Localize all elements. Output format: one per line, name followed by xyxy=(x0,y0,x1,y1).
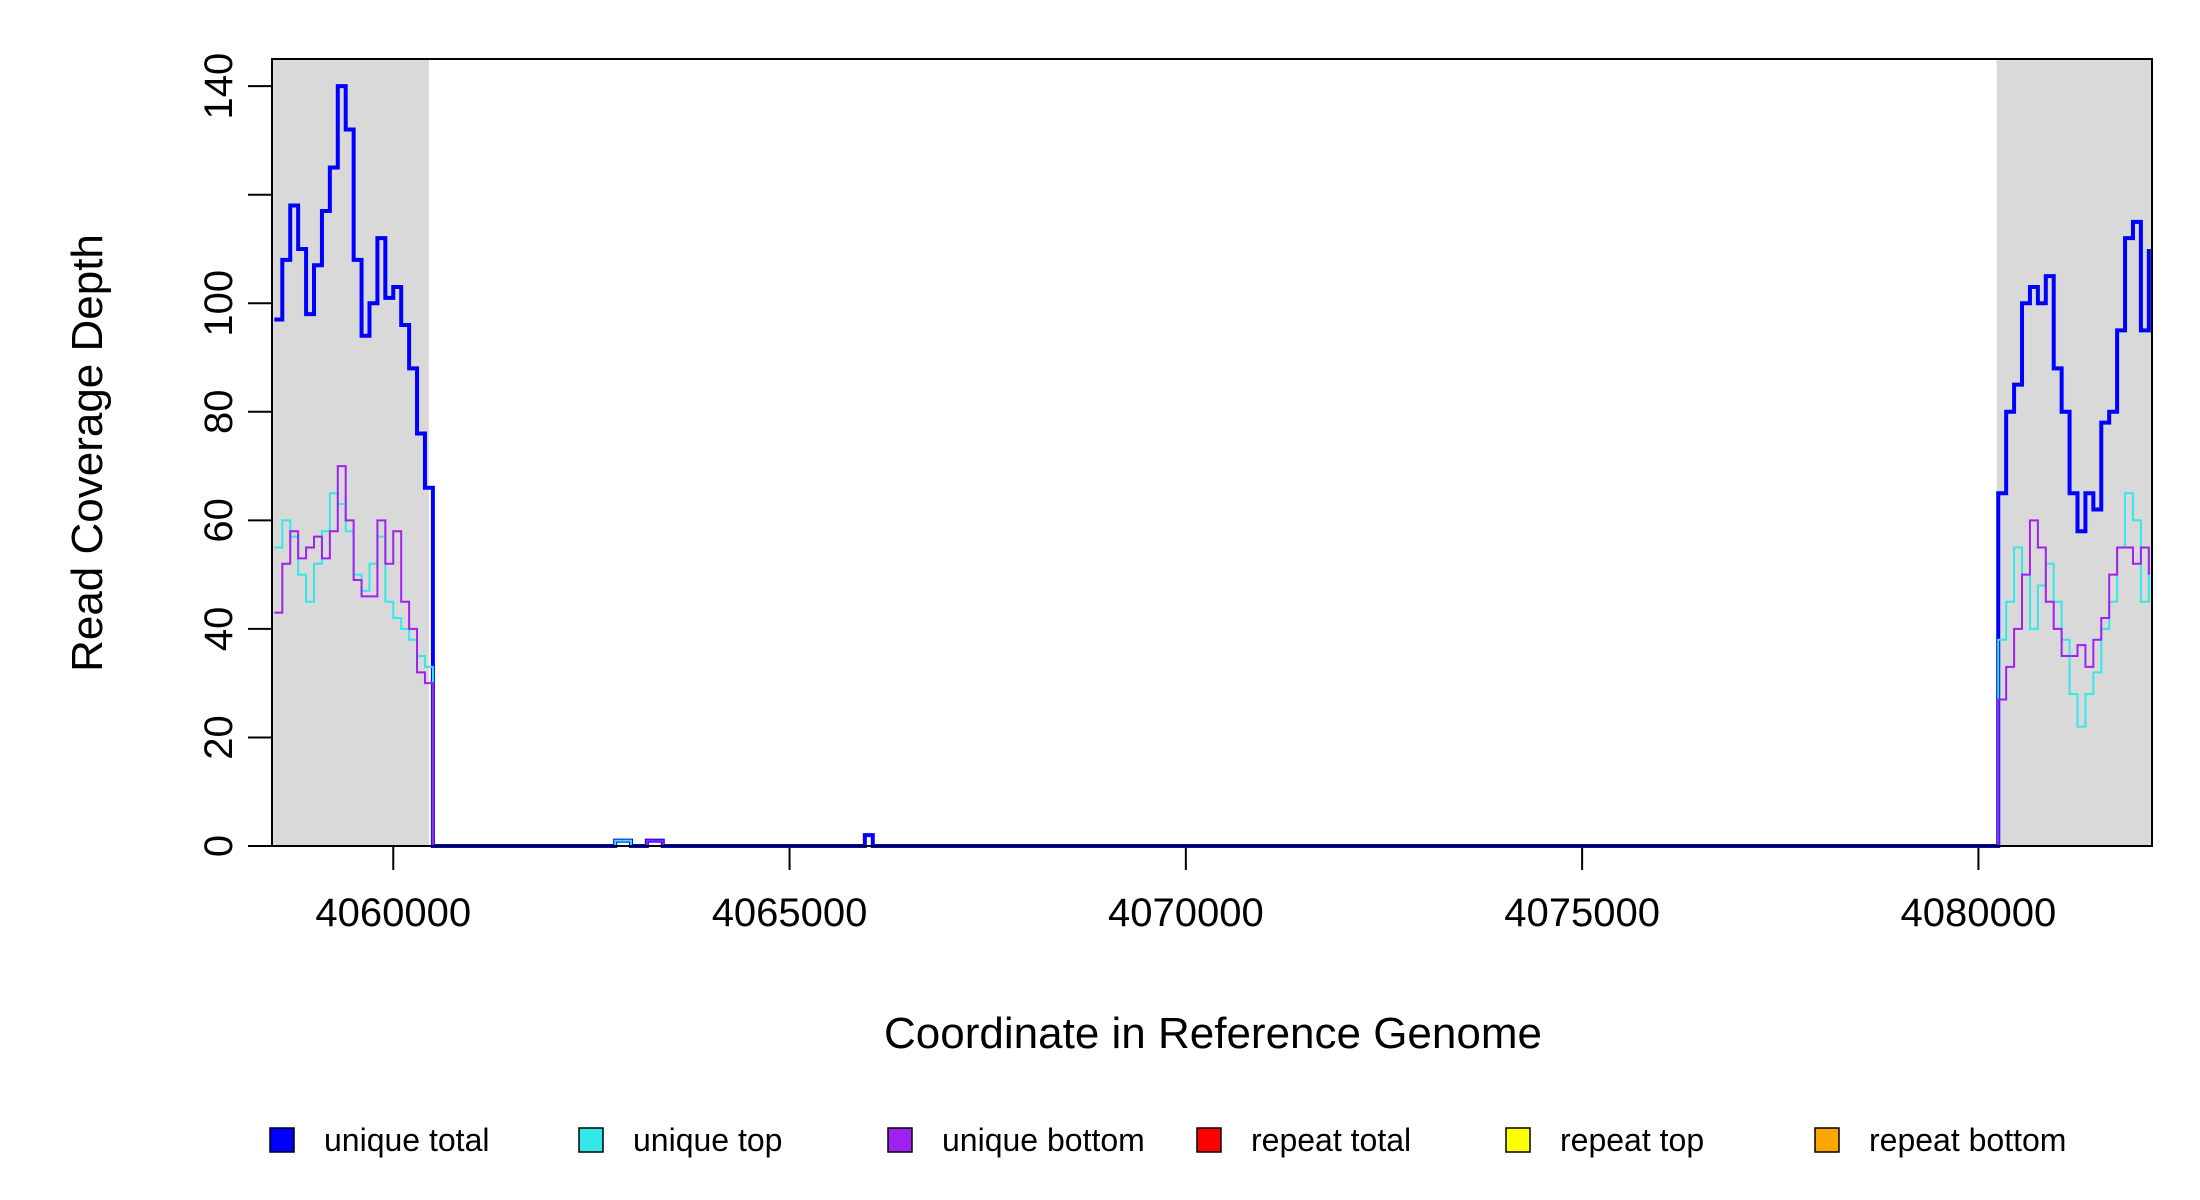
legend-label: unique total xyxy=(324,1122,489,1158)
y-tick-label: 80 xyxy=(197,390,241,435)
y-tick-label: 40 xyxy=(197,607,241,652)
legend-label: unique top xyxy=(633,1122,782,1158)
x-tick-label: 4080000 xyxy=(1901,891,2057,935)
y-tick-label: 140 xyxy=(197,53,241,120)
coverage-line xyxy=(274,492,2150,847)
legend-swatch xyxy=(269,1127,295,1153)
legend-label: repeat top xyxy=(1560,1122,1704,1158)
legend-swatch xyxy=(1196,1127,1222,1153)
shaded-region xyxy=(272,59,429,846)
shaded-region xyxy=(1996,59,2152,846)
legend-swatch xyxy=(1814,1127,1840,1153)
plot-frame xyxy=(271,58,2153,847)
x-tick-label: 4065000 xyxy=(712,891,868,935)
x-tick-label: 4060000 xyxy=(315,891,471,935)
x-tick-label: 4075000 xyxy=(1504,891,1660,935)
coverage-line xyxy=(274,465,2150,847)
y-tick-label: 60 xyxy=(197,498,241,543)
coverage-line xyxy=(274,84,2151,848)
x-tick-label: 4070000 xyxy=(1108,891,1264,935)
y-tick-label: 100 xyxy=(197,270,241,337)
legend-swatch xyxy=(578,1127,604,1153)
y-tick-label: 0 xyxy=(197,835,241,857)
y-tick-label: 20 xyxy=(197,715,241,760)
legend-label: repeat total xyxy=(1251,1122,1411,1158)
legend-swatch xyxy=(887,1127,913,1153)
x-axis-label: Coordinate in Reference Genome xyxy=(884,1009,1542,1058)
legend-label: repeat bottom xyxy=(1869,1122,2066,1158)
legend-label: unique bottom xyxy=(942,1122,1145,1158)
legend-swatch xyxy=(1505,1127,1531,1153)
y-axis-label: Read Coverage Depth xyxy=(63,234,112,672)
